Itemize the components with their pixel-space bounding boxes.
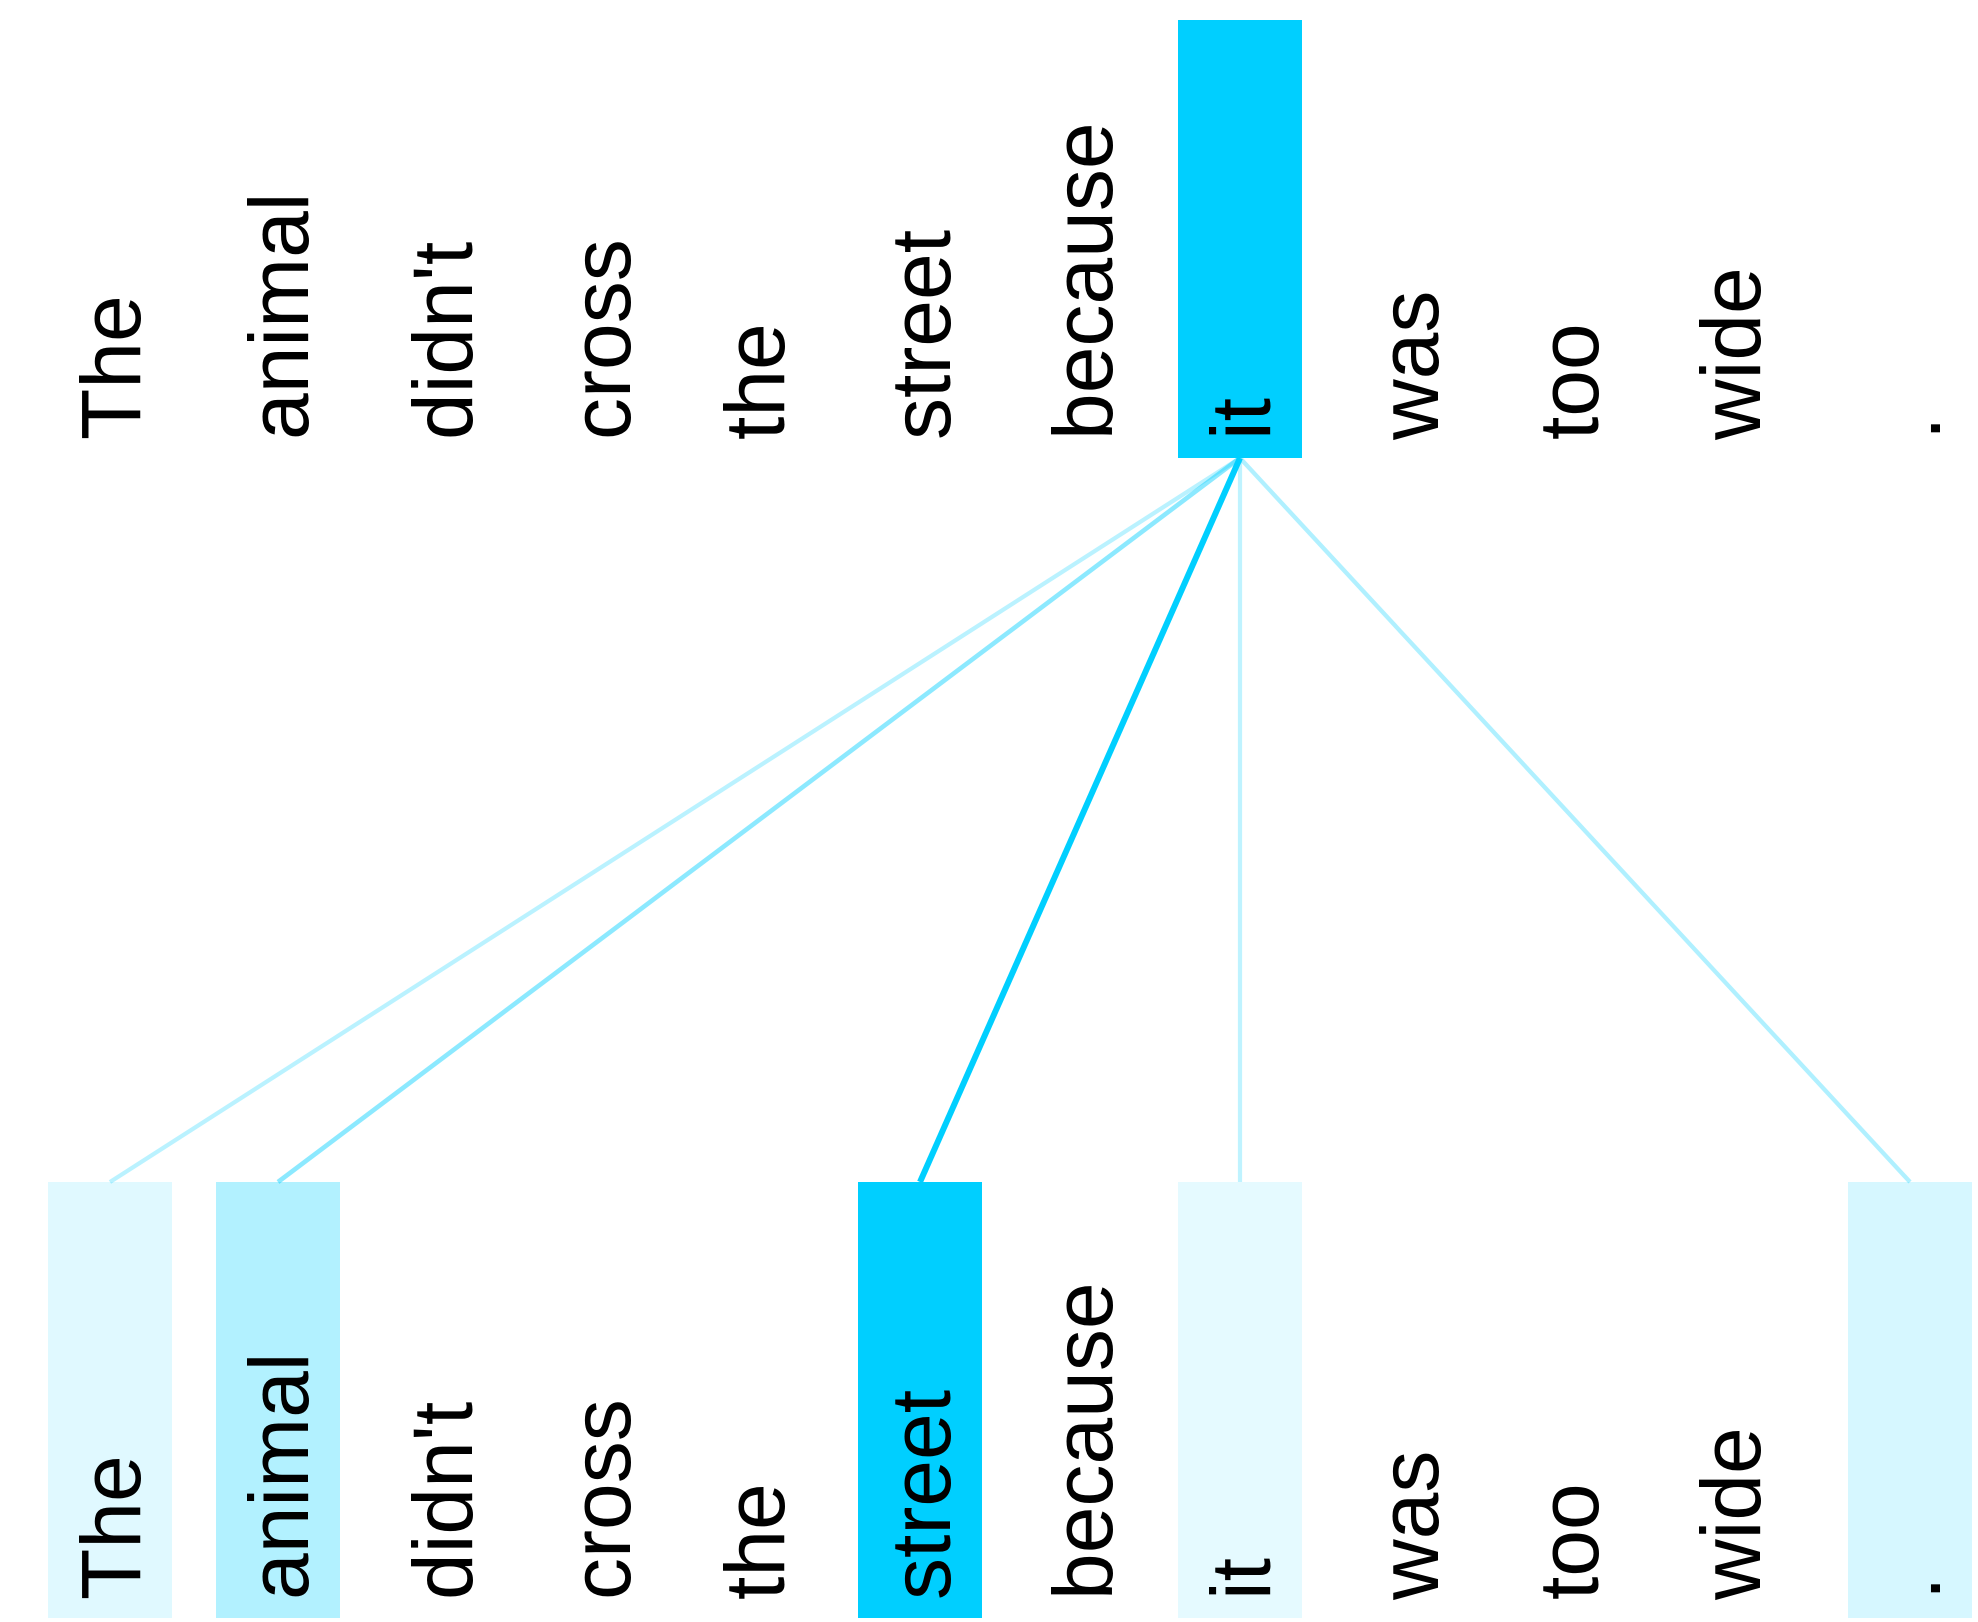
query-token-9[interactable]: too	[1522, 323, 1616, 440]
query-token-6[interactable]: because	[1036, 122, 1130, 440]
key-token-highlight-7	[1178, 1182, 1302, 1618]
key-token-row: The animal didn't cross the street because it wa…	[48, 1182, 1972, 1618]
key-token-highlight-0	[48, 1182, 172, 1618]
query-token-highlight-7	[1178, 20, 1302, 458]
query-token-2[interactable]: didn't	[396, 242, 490, 440]
query-token-10[interactable]: wide	[1684, 267, 1778, 441]
attention-link-11	[1238, 456, 1912, 1184]
attention-link-0	[108, 456, 1242, 1184]
attention-link-5	[917, 456, 1243, 1184]
key-token-4[interactable]: the	[708, 1483, 802, 1600]
attention-links	[108, 456, 1912, 1184]
query-token-5[interactable]: street	[874, 230, 968, 440]
query-token-7[interactable]: it	[1194, 398, 1288, 440]
key-token-0[interactable]: The	[64, 1455, 158, 1600]
attention-link-1	[276, 456, 1242, 1184]
key-token-highlight-1	[216, 1182, 340, 1618]
key-token-2[interactable]: didn't	[396, 1402, 490, 1600]
key-token-highlight-11	[1848, 1182, 1972, 1618]
key-token-7[interactable]: it	[1194, 1558, 1288, 1600]
key-token-8[interactable]: was	[1362, 1451, 1456, 1601]
query-token-8[interactable]: was	[1362, 291, 1456, 441]
key-token-11[interactable]: .	[1864, 1577, 1958, 1600]
query-token-row: The animal didn't cross the street because it wa…	[64, 20, 1958, 458]
key-token-1[interactable]: animal	[232, 1353, 326, 1600]
key-token-10[interactable]: wide	[1684, 1427, 1778, 1601]
key-token-5[interactable]: street	[874, 1390, 968, 1600]
query-token-3[interactable]: cross	[554, 239, 648, 440]
key-token-highlight-5	[858, 1182, 982, 1618]
query-token-11[interactable]: .	[1864, 417, 1958, 440]
query-token-1[interactable]: animal	[232, 193, 326, 440]
query-token-0[interactable]: The	[64, 295, 158, 440]
key-token-9[interactable]: too	[1522, 1483, 1616, 1600]
query-token-4[interactable]: the	[708, 323, 802, 440]
key-token-6[interactable]: because	[1036, 1282, 1130, 1600]
key-token-3[interactable]: cross	[554, 1399, 648, 1600]
